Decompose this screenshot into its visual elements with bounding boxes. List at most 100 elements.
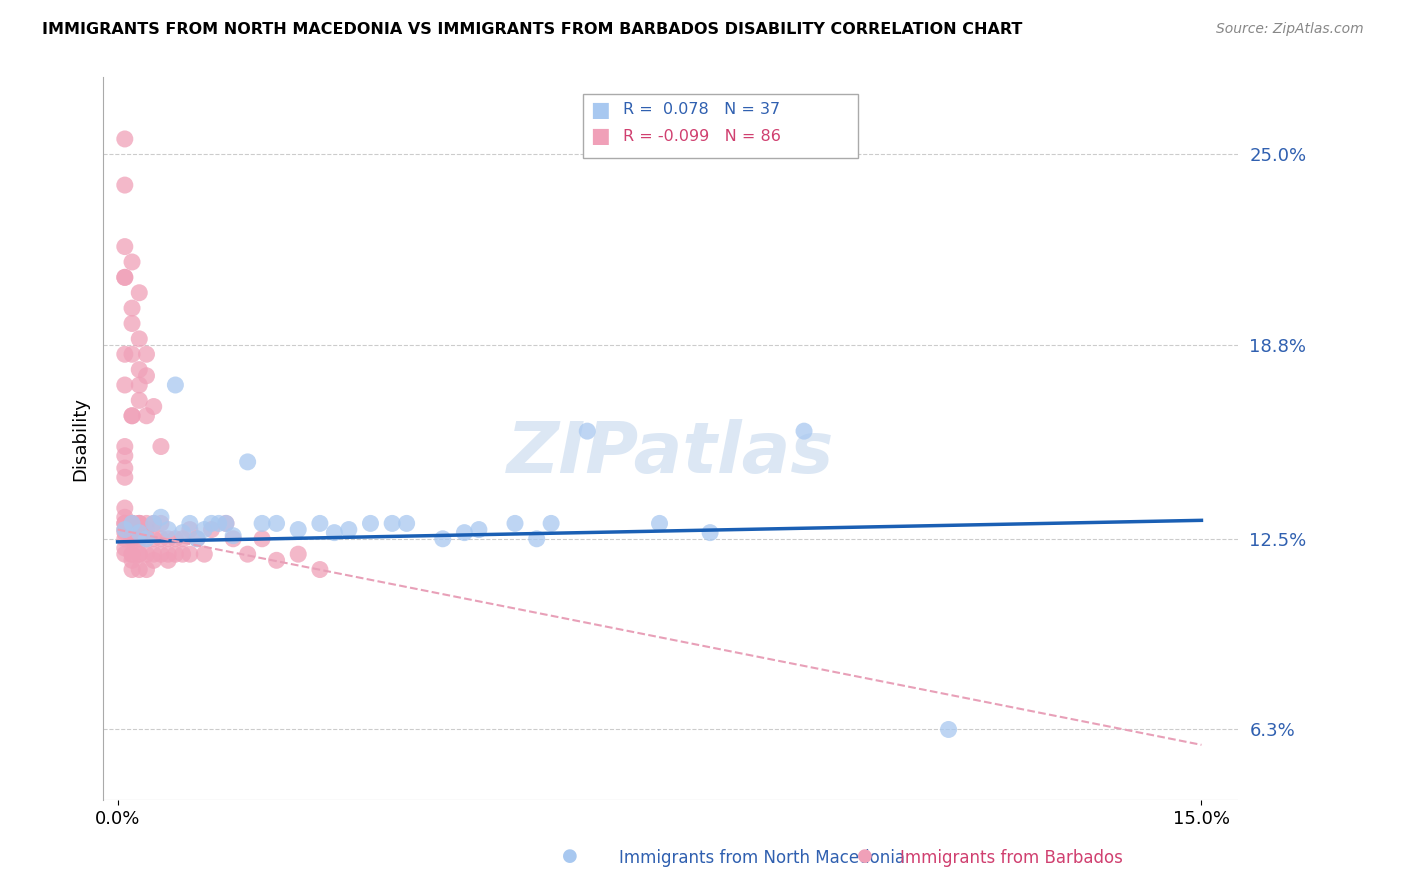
Point (526, 532, 548, 546)
Point (121, 301, 143, 315)
Point (699, 525, 721, 540)
Point (114, 270, 136, 285)
Point (172, 547, 194, 561)
Point (128, 378, 150, 392)
Point (287, 547, 309, 561)
Point (222, 529, 245, 543)
Point (309, 563, 332, 577)
Point (128, 532, 150, 546)
Point (193, 523, 215, 537)
Point (114, 449, 136, 463)
Point (121, 563, 143, 577)
Point (157, 547, 180, 561)
Point (157, 532, 180, 546)
Point (323, 525, 346, 540)
Point (432, 532, 454, 546)
Point (266, 516, 288, 531)
Point (121, 317, 143, 331)
Point (128, 516, 150, 531)
Point (135, 516, 157, 531)
Point (128, 516, 150, 531)
Point (172, 525, 194, 540)
Text: ■: ■ (591, 127, 610, 146)
Point (114, 470, 136, 484)
Text: R =  0.078   N = 37: R = 0.078 N = 37 (623, 103, 780, 117)
Point (121, 347, 143, 361)
Point (128, 393, 150, 408)
Point (165, 532, 187, 546)
Text: ■: ■ (591, 100, 610, 120)
Point (114, 461, 136, 475)
Point (266, 553, 288, 567)
Point (128, 362, 150, 376)
Point (121, 516, 143, 531)
Point (149, 532, 172, 546)
Text: ●: ● (561, 847, 578, 865)
Point (114, 532, 136, 546)
Point (149, 547, 172, 561)
Point (172, 532, 194, 546)
Point (128, 525, 150, 540)
Point (395, 516, 418, 531)
Point (114, 378, 136, 392)
Point (309, 516, 332, 531)
Point (540, 516, 562, 531)
Point (222, 532, 245, 546)
Point (250, 532, 273, 546)
Point (208, 516, 231, 531)
Point (186, 532, 208, 546)
Point (121, 553, 143, 567)
Point (114, 132, 136, 146)
Point (114, 178, 136, 192)
Point (128, 523, 150, 537)
Point (114, 270, 136, 285)
Point (142, 532, 165, 546)
Point (121, 516, 143, 531)
Point (135, 409, 157, 423)
Point (157, 553, 180, 567)
Point (135, 532, 157, 546)
Point (135, 523, 157, 537)
Point (114, 541, 136, 555)
Point (135, 368, 157, 383)
Point (128, 547, 150, 561)
Point (236, 547, 259, 561)
Point (128, 332, 150, 346)
Point (128, 285, 150, 300)
Text: Source: ZipAtlas.com: Source: ZipAtlas.com (1216, 22, 1364, 37)
Point (121, 547, 143, 561)
Point (215, 516, 238, 531)
Point (179, 523, 201, 537)
Point (114, 516, 136, 531)
Point (215, 516, 238, 531)
Point (250, 516, 273, 531)
Point (121, 409, 143, 423)
Point (121, 516, 143, 531)
Point (114, 523, 136, 537)
Point (121, 532, 143, 546)
Point (165, 378, 187, 392)
Point (128, 516, 150, 531)
Point (114, 501, 136, 516)
Point (165, 547, 187, 561)
Point (149, 510, 172, 524)
Point (193, 547, 215, 561)
Text: ●: ● (856, 847, 873, 865)
Text: Immigrants from Barbados: Immigrants from Barbados (900, 849, 1123, 867)
Point (179, 516, 201, 531)
Point (121, 516, 143, 531)
Point (114, 516, 136, 531)
Point (648, 516, 671, 531)
Point (121, 409, 143, 423)
Text: ZIPatlas: ZIPatlas (506, 418, 834, 488)
Text: IMMIGRANTS FROM NORTH MACEDONIA VS IMMIGRANTS FROM BARBADOS DISABILITY CORRELATI: IMMIGRANTS FROM NORTH MACEDONIA VS IMMIG… (42, 22, 1022, 37)
Point (200, 516, 222, 531)
Point (128, 532, 150, 546)
Point (337, 523, 360, 537)
Point (142, 553, 165, 567)
Point (121, 255, 143, 269)
Point (128, 563, 150, 577)
Point (453, 525, 475, 540)
Point (142, 516, 165, 531)
Point (468, 523, 491, 537)
